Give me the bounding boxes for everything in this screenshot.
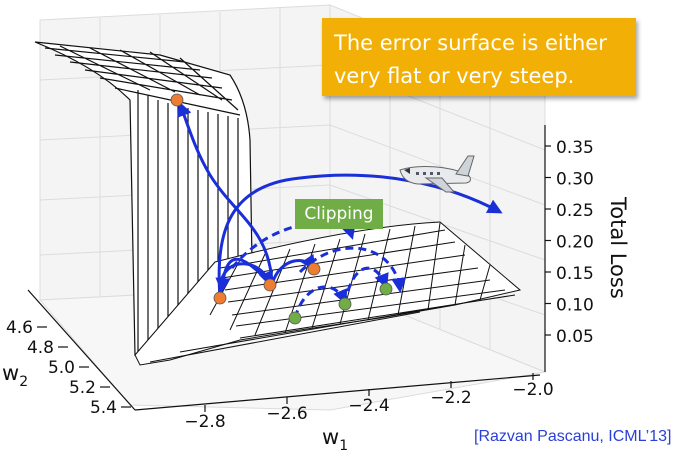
y-tick-label: 5.4 xyxy=(90,398,117,418)
y-tick-label: 5.0 xyxy=(48,358,75,378)
callout-box: The error surface is either very flat or… xyxy=(322,18,636,96)
points xyxy=(170,93,393,325)
orange-point xyxy=(263,278,277,292)
z-tick-label: 0.35 xyxy=(556,138,594,158)
green-point xyxy=(288,311,302,325)
x-tick-label: −2.6 xyxy=(266,404,307,424)
callout-line-2: very flat or very steep. xyxy=(334,64,575,88)
flat-surface xyxy=(134,221,522,366)
arrow-to-wall-top xyxy=(177,101,274,285)
x-tick-label: −2.4 xyxy=(348,396,389,416)
orange-point xyxy=(307,262,321,276)
green-point xyxy=(379,282,393,296)
trajectory-arrows xyxy=(177,101,503,319)
z-axis-label: Total Loss xyxy=(606,196,630,299)
orange-point xyxy=(213,291,227,305)
y-tick-label: 5.2 xyxy=(69,378,96,398)
x-ticks: −2.8 −2.6 −2.4 −2.2 −2.0 xyxy=(184,373,554,432)
green-point xyxy=(338,297,352,311)
airplane-icon xyxy=(399,155,475,193)
orange-point xyxy=(170,93,184,107)
x-tick-label: −2.2 xyxy=(430,388,471,408)
y-tick-label: 4.6 xyxy=(6,318,33,338)
x-tick-label: −2.0 xyxy=(512,380,553,400)
clip-arrow-3 xyxy=(343,266,389,305)
arrow-back xyxy=(215,257,272,293)
clip-arrow-4 xyxy=(298,246,407,293)
y-tick-label: 4.8 xyxy=(27,338,54,358)
callout-line-1: The error surface is either xyxy=(334,31,607,55)
citation: [Razvan Pascanu, ICML’13] xyxy=(474,428,672,445)
clipping-tag: Clipping xyxy=(295,199,383,229)
clip-arrow-1 xyxy=(230,221,356,269)
z-ticks: 0.35 0.30 0.25 0.20 0.15 0.10 0.05 xyxy=(545,138,594,347)
steep-wall xyxy=(34,41,253,357)
z-tick-label: 0.20 xyxy=(556,233,594,253)
clip-arrow-2 xyxy=(293,285,348,319)
z-tick-label: 0.15 xyxy=(556,264,594,284)
y-axis-label: w2 xyxy=(2,361,28,390)
z-tick-label: 0.25 xyxy=(556,201,594,221)
z-tick-label: 0.05 xyxy=(556,327,594,347)
z-tick-label: 0.30 xyxy=(556,170,594,190)
axes xyxy=(27,125,546,411)
z-tick-label: 0.10 xyxy=(556,296,594,316)
x-tick-label: −2.8 xyxy=(184,412,225,432)
x-axis-label: w1 xyxy=(322,425,348,454)
y-ticks: 4.64.85.05.25.4 xyxy=(6,318,131,418)
